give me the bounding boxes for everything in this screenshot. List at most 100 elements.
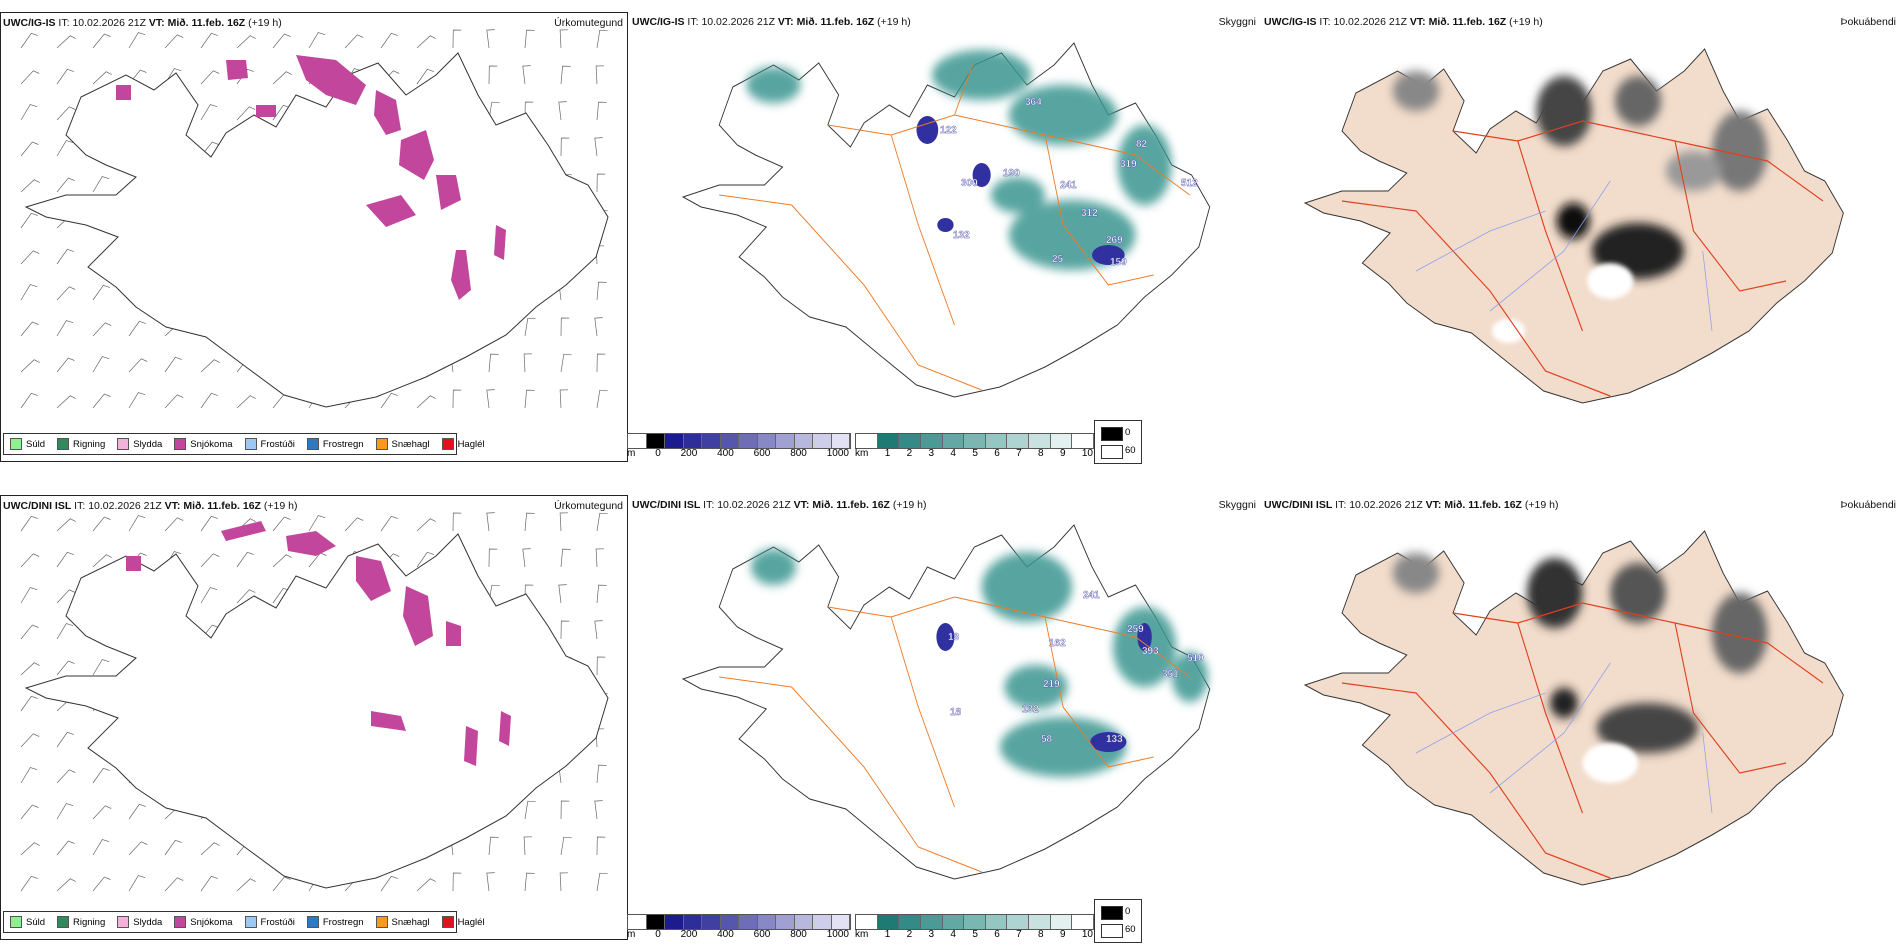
wind-barb [560, 800, 570, 820]
colorbar-segment [665, 915, 684, 929]
wind-barb [308, 32, 326, 49]
legend-swatch [57, 438, 70, 450]
wind-barb [128, 320, 147, 337]
colorbar-segment [856, 915, 878, 929]
legend-swatch [10, 438, 22, 450]
visibility-colorbar [855, 433, 1095, 449]
legend-item: Súld [10, 916, 45, 928]
wind-barb [200, 553, 220, 568]
colorbar-unit: m [627, 929, 636, 940]
legend-item: Frostregn [306, 438, 364, 450]
wind-barb [20, 767, 38, 784]
wind-barb [128, 392, 146, 409]
wind-barb [560, 620, 570, 640]
colorbar-segment [899, 434, 921, 448]
colorbar-tick: 8 [1038, 929, 1044, 940]
panel-title: UWC/DINI ISL IT: 10.02.2026 21Z VT: Mið.… [632, 499, 927, 511]
wind-barb [272, 516, 291, 532]
rivers [1415, 662, 1713, 814]
colorbar-segment [856, 434, 878, 448]
colorbar-unit: km [855, 448, 869, 459]
ceiling-colorbar-ticks: m 0 200 400 600 800 1000 [627, 929, 849, 940]
colorbar-segment [794, 434, 813, 448]
colorbar-tick: 1000 [826, 929, 849, 940]
wind-barb [20, 212, 39, 229]
colorbar-segment [942, 434, 965, 448]
svg-text:18: 18 [950, 707, 962, 718]
fog-index-panel-top: UWC/IG-IS IT: 10.02.2026 21Z VT: Mið. 11… [1262, 12, 1900, 462]
wind-barb [596, 29, 608, 49]
wind-barb [56, 731, 75, 748]
wind-barb [56, 589, 76, 604]
wind-barb [488, 65, 498, 85]
wind-barb [416, 68, 435, 85]
colorbar-segment [1007, 434, 1030, 448]
colorbar-segment [877, 915, 900, 929]
wind-barb [164, 394, 184, 409]
wind-barb [164, 34, 184, 49]
wind-barb [164, 877, 184, 892]
wind-barb [559, 29, 569, 49]
wind-barb [20, 32, 39, 49]
wind-barb [594, 137, 603, 157]
wind-barb [56, 660, 75, 676]
colorbar-segment [1050, 915, 1073, 929]
svg-text:241: 241 [1060, 180, 1077, 191]
legend-swatch [375, 916, 388, 928]
precip-type-map [20, 512, 609, 892]
svg-text:219: 219 [1043, 679, 1060, 690]
wind-barb [236, 551, 255, 568]
colorbar-segment [899, 915, 921, 929]
legend-label: Frostúði [260, 916, 295, 928]
colorbar-segment [831, 915, 850, 929]
colorbar-tick: 3 [928, 929, 935, 940]
wind-barb [128, 358, 148, 373]
wind-barb [344, 517, 364, 532]
visibility-colorbar [855, 914, 1095, 930]
legend-swatch [441, 438, 454, 450]
legend-item: Rigning [57, 438, 105, 450]
wind-barb [524, 389, 535, 409]
wind-barb [416, 518, 436, 532]
svg-text:132: 132 [953, 230, 970, 241]
colorbar-tick: 6 [994, 929, 1000, 940]
wind-barb [560, 548, 571, 568]
legend-item: Snjókoma [174, 438, 233, 450]
legend-swatch [174, 438, 187, 450]
wind-barb [272, 33, 291, 49]
colorbar-tick: 3 [928, 448, 935, 459]
panel-title: UWC/DINI ISL IT: 10.02.2026 21Z VT: Mið.… [3, 500, 298, 512]
wind-barb [596, 101, 607, 121]
wind-barb [452, 512, 462, 532]
legend-item: Frostúði [244, 438, 295, 450]
colorbar-tick: 9 [1059, 929, 1066, 940]
wind-barb [595, 65, 605, 85]
wind-barb [596, 836, 606, 856]
wind-barb [20, 104, 38, 121]
wind-barb [524, 800, 536, 820]
parameter-name: Þokuábendi [1840, 499, 1896, 511]
legend-label: Súld [26, 438, 46, 450]
colorbar-segment [739, 434, 758, 448]
colorbar-segment [776, 434, 795, 448]
iceland-coastline [25, 52, 609, 408]
wind-barb [236, 35, 256, 49]
visibility-colorbar-ticks: km 1 2 3 4 5 6 7 8 9 10 [855, 448, 1093, 459]
fog-index-map [1304, 530, 1844, 886]
wind-barb [486, 872, 495, 892]
wind-barb [92, 839, 110, 856]
wind-barb [92, 284, 111, 301]
ceiling-colorbar [627, 914, 851, 930]
wind-barb [560, 317, 570, 337]
colorbar-tick: 600 [753, 448, 771, 459]
legend-label: Frostúði [260, 438, 295, 450]
colorbar-segment [1050, 434, 1073, 448]
svg-text:162: 162 [1049, 638, 1066, 649]
wind-barb [200, 587, 218, 604]
wind-barb [236, 878, 256, 892]
legend-label: Snæhagl [391, 438, 430, 450]
wind-barb [560, 836, 572, 856]
colorbar-segment [702, 434, 721, 448]
legend-swatch [375, 438, 388, 450]
wind-barb [596, 764, 607, 784]
